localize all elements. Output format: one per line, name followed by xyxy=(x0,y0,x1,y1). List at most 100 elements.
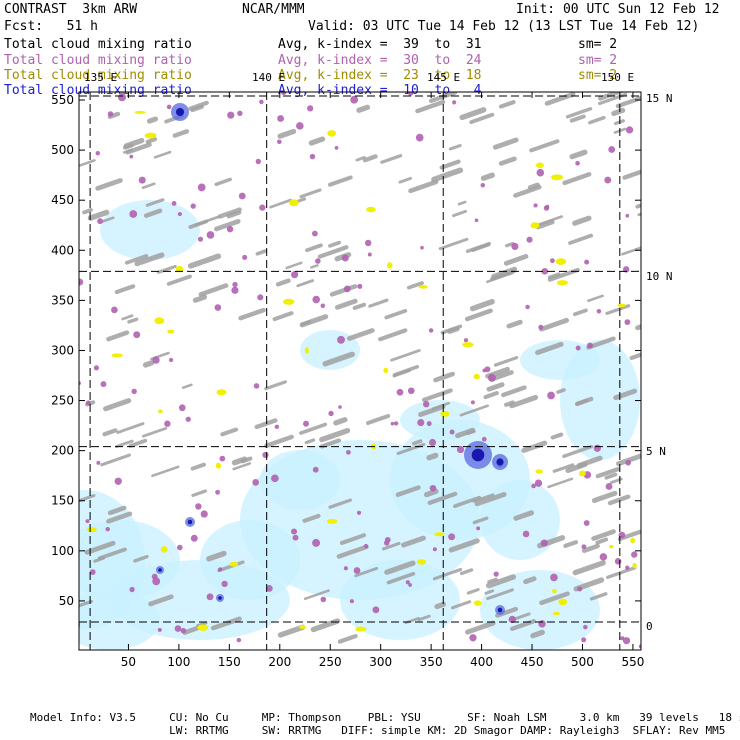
gray-streak xyxy=(438,237,469,251)
gray-streak xyxy=(100,453,131,467)
cloud-area-14 xyxy=(400,400,480,440)
source-label: NCAR/MMM xyxy=(242,2,305,17)
gray-streak xyxy=(562,172,592,186)
yellow-spot xyxy=(216,389,227,396)
purple-spot xyxy=(383,540,390,546)
gray-streak xyxy=(588,115,606,125)
gray-streak xyxy=(329,284,358,297)
purple-spot xyxy=(290,528,298,535)
purple-spot xyxy=(280,92,287,96)
purple-spot xyxy=(536,168,545,177)
purple-spot xyxy=(540,539,548,547)
gray-streak xyxy=(535,341,564,356)
yellow-spot xyxy=(304,347,309,354)
field-4-name: Total cloud mixing ratio xyxy=(4,83,192,98)
gray-streak xyxy=(124,254,149,265)
gray-streak xyxy=(106,511,133,524)
lon-label-135: 135 E xyxy=(84,71,118,84)
purple-spot xyxy=(533,203,538,208)
gray-streak xyxy=(591,529,616,541)
gray-streak xyxy=(151,465,180,478)
purple-spot xyxy=(89,569,96,575)
purple-spot xyxy=(476,526,481,531)
purple-spot xyxy=(343,285,351,293)
purple-spot xyxy=(428,328,434,333)
purple-spot xyxy=(463,338,469,343)
gray-streak xyxy=(128,438,148,448)
gray-streak xyxy=(153,150,172,159)
gray-streak xyxy=(597,92,626,101)
gray-streak xyxy=(556,388,566,394)
yellow-spot xyxy=(215,462,222,469)
gray-streak xyxy=(381,541,401,551)
gray-streak xyxy=(232,462,252,471)
yellow-spot xyxy=(160,546,168,553)
yellow-spot xyxy=(632,562,637,569)
yellow-spot xyxy=(144,132,157,139)
purple-spot xyxy=(277,139,282,145)
gray-streak xyxy=(123,137,145,149)
cloud-core-center-6 xyxy=(497,607,503,613)
yellow-spot xyxy=(555,258,567,265)
y-tick-label: 450 xyxy=(51,193,74,207)
gray-streak xyxy=(277,128,297,139)
purple-spot xyxy=(522,530,530,538)
cloud-core-center-5 xyxy=(218,596,222,600)
field-1-name: Total cloud mixing ratio xyxy=(4,37,192,52)
gray-streak xyxy=(483,391,499,400)
gray-streak xyxy=(568,233,594,245)
cloud-area-9 xyxy=(300,330,360,370)
gray-streak xyxy=(97,547,127,561)
gray-streak xyxy=(296,197,307,203)
gray-streak xyxy=(125,142,152,155)
purple-spot xyxy=(307,105,314,112)
gray-streak xyxy=(501,385,527,398)
field-4-avg: Avg, k-index = 10 to 4 xyxy=(278,83,482,98)
purple-spot xyxy=(174,625,182,632)
gray-streak xyxy=(384,309,408,320)
gray-streak xyxy=(509,394,539,409)
gray-streak xyxy=(629,352,641,361)
x-tick-label: 50 xyxy=(121,655,136,669)
gray-streak xyxy=(484,589,495,595)
gray-streak xyxy=(469,112,495,125)
purple-spot xyxy=(583,624,588,630)
gray-streak xyxy=(450,600,472,610)
purple-spot xyxy=(296,122,304,130)
gray-streak xyxy=(527,182,540,190)
y-tick-label: 150 xyxy=(51,494,74,508)
gray-streak xyxy=(217,207,242,219)
model-info-line-2: LW: RRTMG SW: RRTMG DIFF: simple KM: 2D … xyxy=(30,724,726,737)
purple-spot xyxy=(469,634,477,642)
gray-streak xyxy=(156,264,177,274)
field-1-avg: Avg, k-index = 39 to 31 xyxy=(278,37,482,52)
gray-streak xyxy=(492,137,519,150)
gray-streak xyxy=(466,588,480,595)
gray-streak xyxy=(486,271,514,284)
purple-spot xyxy=(372,606,380,614)
purple-spot xyxy=(315,258,321,264)
yellow-spot xyxy=(418,285,428,289)
gray-streak xyxy=(102,428,118,437)
purple-spot xyxy=(470,400,475,405)
purple-spot xyxy=(364,239,372,247)
purple-spot xyxy=(405,580,410,585)
purple-spot xyxy=(480,182,486,188)
gray-streak xyxy=(406,281,424,290)
gray-streak xyxy=(415,99,446,114)
yellow-spot xyxy=(473,373,480,380)
yellow-spot xyxy=(556,280,569,286)
purple-spot xyxy=(237,110,243,116)
purple-spot xyxy=(152,577,161,586)
field-3-name: Total cloud mixing ratio xyxy=(4,68,192,83)
gray-streak xyxy=(622,169,641,180)
purple-spot xyxy=(218,567,223,572)
gray-streak xyxy=(595,467,621,479)
gray-streak xyxy=(509,619,536,631)
purple-spot xyxy=(312,538,321,547)
x-tick-label: 550 xyxy=(621,655,644,669)
purple-spot xyxy=(525,304,530,310)
purple-spot xyxy=(93,365,99,371)
purple-spot xyxy=(227,111,235,119)
purple-spot xyxy=(259,204,266,211)
